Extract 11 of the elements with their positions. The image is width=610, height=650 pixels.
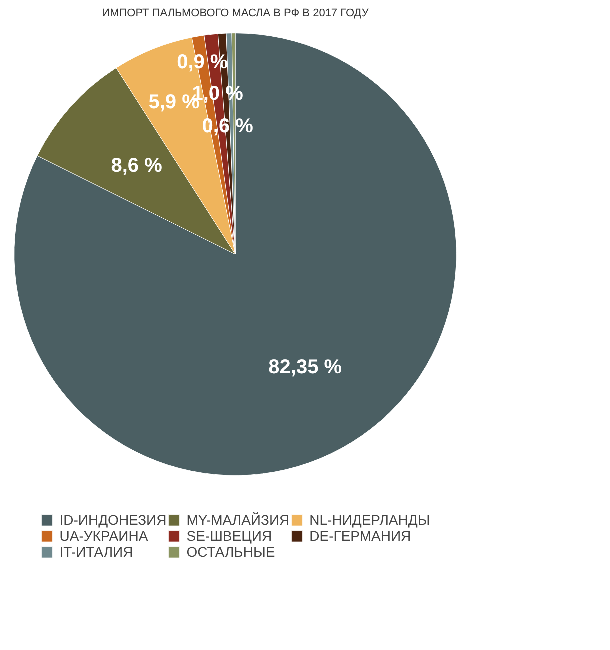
- data-label: 82,35 %: [268, 356, 342, 378]
- legend-label: MY-МАЛАЙЗИЯ: [186, 512, 290, 528]
- chart-title: ИМПОРТ ПАЛЬМОВОГО МАСЛА В РФ В 2017 ГОДУ: [102, 8, 370, 20]
- legend-label: DE-ГЕРМАНИЯ: [310, 528, 412, 544]
- legend-label: SE-ШВЕЦИЯ: [186, 528, 272, 544]
- legend-label: IT-ИТАЛИЯ: [60, 544, 134, 560]
- legend-label: ОСТАЛЬНЫЕ: [186, 544, 276, 560]
- legend-label: NL-НИДЕРЛАНДЫ: [310, 512, 430, 528]
- legend-label: UA-УКРАИНА: [60, 528, 148, 544]
- legend-label: ID-ИНДОНЕЗИЯ: [60, 512, 167, 528]
- data-label: 8,6 %: [111, 154, 163, 177]
